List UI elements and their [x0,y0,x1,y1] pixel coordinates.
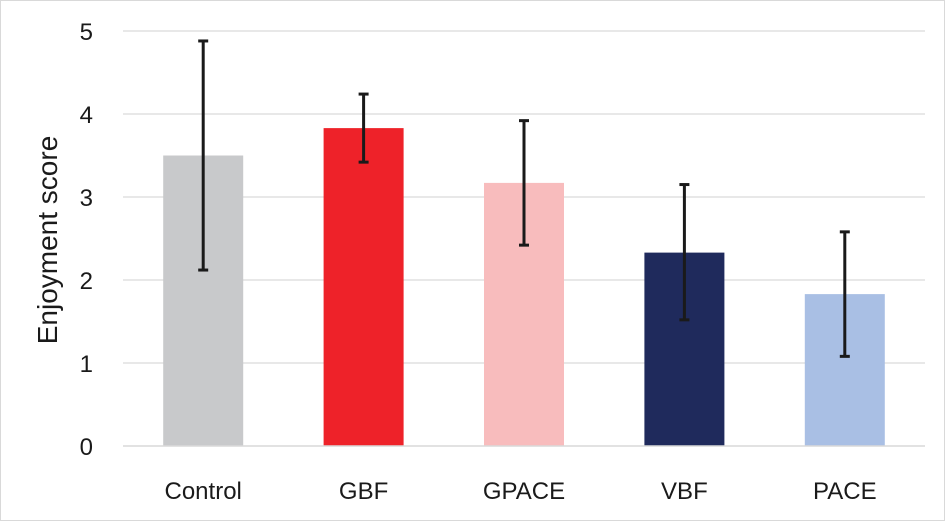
y-axis-tick-labels: 0 1 2 3 4 5 [80,19,93,461]
y-tick-label: 1 [80,351,93,378]
y-tick-label: 3 [80,185,93,212]
x-tick-label: GBF [339,478,388,505]
bar-gbf [323,128,404,447]
x-tick-label: GPACE [483,478,565,505]
x-tick-label: PACE [813,478,877,505]
y-tick-label: 0 [80,434,93,461]
y-tick-label: 4 [80,102,93,129]
error-bars [198,39,850,358]
x-axis-tick-labels: Control GBF GPACE VBF PACE [165,478,877,505]
y-axis-title: Enjoyment score [32,136,63,345]
y-tick-label: 2 [80,268,93,295]
bars [163,128,885,447]
x-tick-label: Control [165,478,242,505]
x-tick-label: VBF [661,478,708,505]
y-tick-label: 5 [80,19,93,46]
